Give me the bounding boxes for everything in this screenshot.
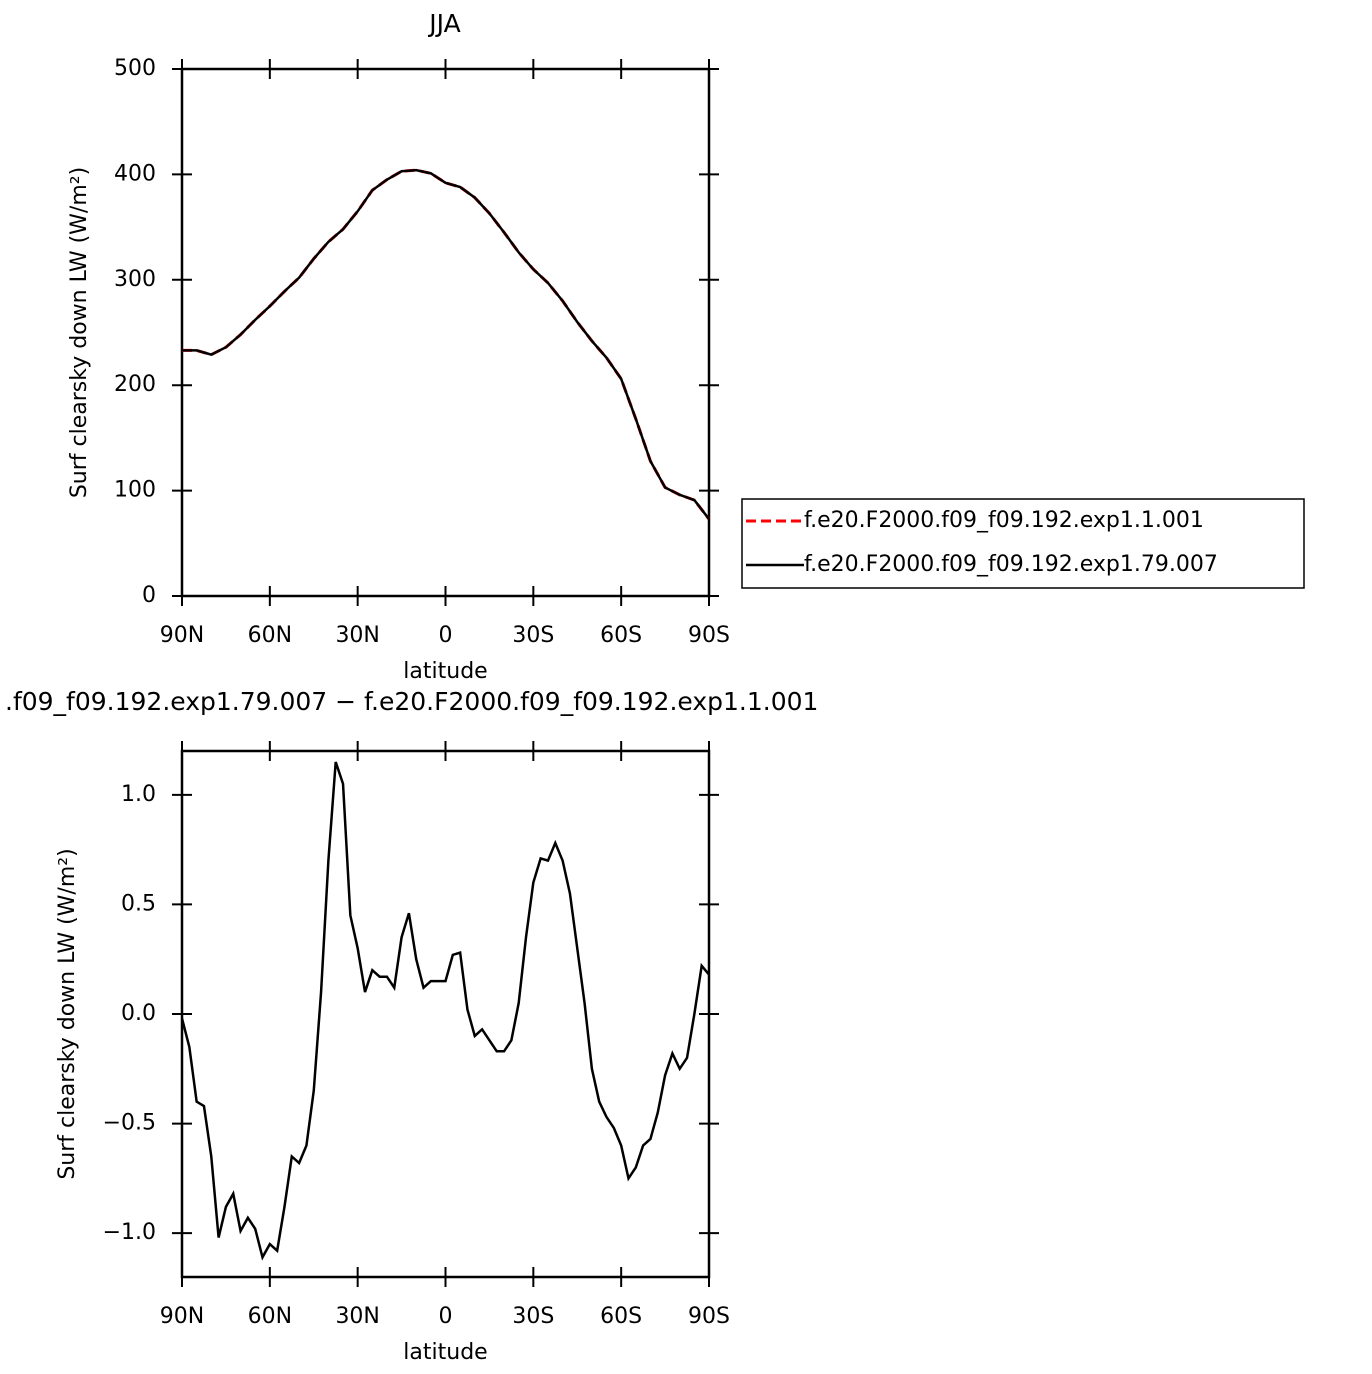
y-tick-label: 500 — [114, 56, 156, 81]
chart-title: .f09_f09.192.exp1.79.007 − f.e20.F2000.f… — [5, 687, 818, 716]
x-tick-label: 90S — [688, 623, 730, 648]
x-axis-label: latitude — [403, 659, 487, 684]
y-tick-label: 1.0 — [121, 782, 156, 807]
y-tick-label: 100 — [114, 478, 156, 503]
data-line — [182, 168, 710, 520]
y-tick-label: 400 — [114, 161, 156, 186]
data-line — [180, 761, 710, 1261]
data-line — [182, 168, 711, 520]
x-tick-label: 60S — [600, 1304, 642, 1329]
x-tick-label: 90N — [160, 623, 204, 648]
legend-label: f.e20.F2000.f09_f09.192.exp1.1.001 — [804, 508, 1204, 533]
plot-frame — [180, 67, 711, 598]
x-tick-label: 30S — [512, 1304, 554, 1329]
y-tick-label: −1.0 — [103, 1220, 156, 1245]
x-tick-label: 30N — [335, 623, 379, 648]
y-tick-label: 0.0 — [121, 1001, 156, 1026]
y-tick-label: 200 — [114, 372, 156, 397]
x-tick-label: 0 — [439, 1304, 453, 1329]
plot-frame — [180, 749, 711, 1279]
x-tick-label: 60S — [600, 623, 642, 648]
x-tick-label: 0 — [439, 623, 453, 648]
x-tick-label: 60N — [248, 1304, 292, 1329]
y-tick-label: 300 — [114, 267, 156, 292]
x-tick-label: 30S — [512, 623, 554, 648]
legend-label: f.e20.F2000.f09_f09.192.exp1.79.007 — [804, 552, 1218, 577]
x-tick-label: 90S — [688, 1304, 730, 1329]
x-tick-label: 90N — [160, 1304, 204, 1329]
y-tick-label: 0.5 — [121, 891, 156, 916]
y-axis-label: Surf clearsky down LW (W/m²) — [55, 848, 80, 1179]
x-tick-label: 30N — [335, 1304, 379, 1329]
y-tick-label: −0.5 — [103, 1111, 156, 1136]
x-axis-label: latitude — [403, 1340, 487, 1365]
y-axis-label: Surf clearsky down LW (W/m²) — [67, 167, 92, 498]
x-tick-label: 60N — [248, 623, 292, 648]
legend-box — [741, 498, 1305, 589]
y-tick-label: 0 — [142, 583, 156, 608]
chart-title: JJA — [427, 9, 460, 38]
